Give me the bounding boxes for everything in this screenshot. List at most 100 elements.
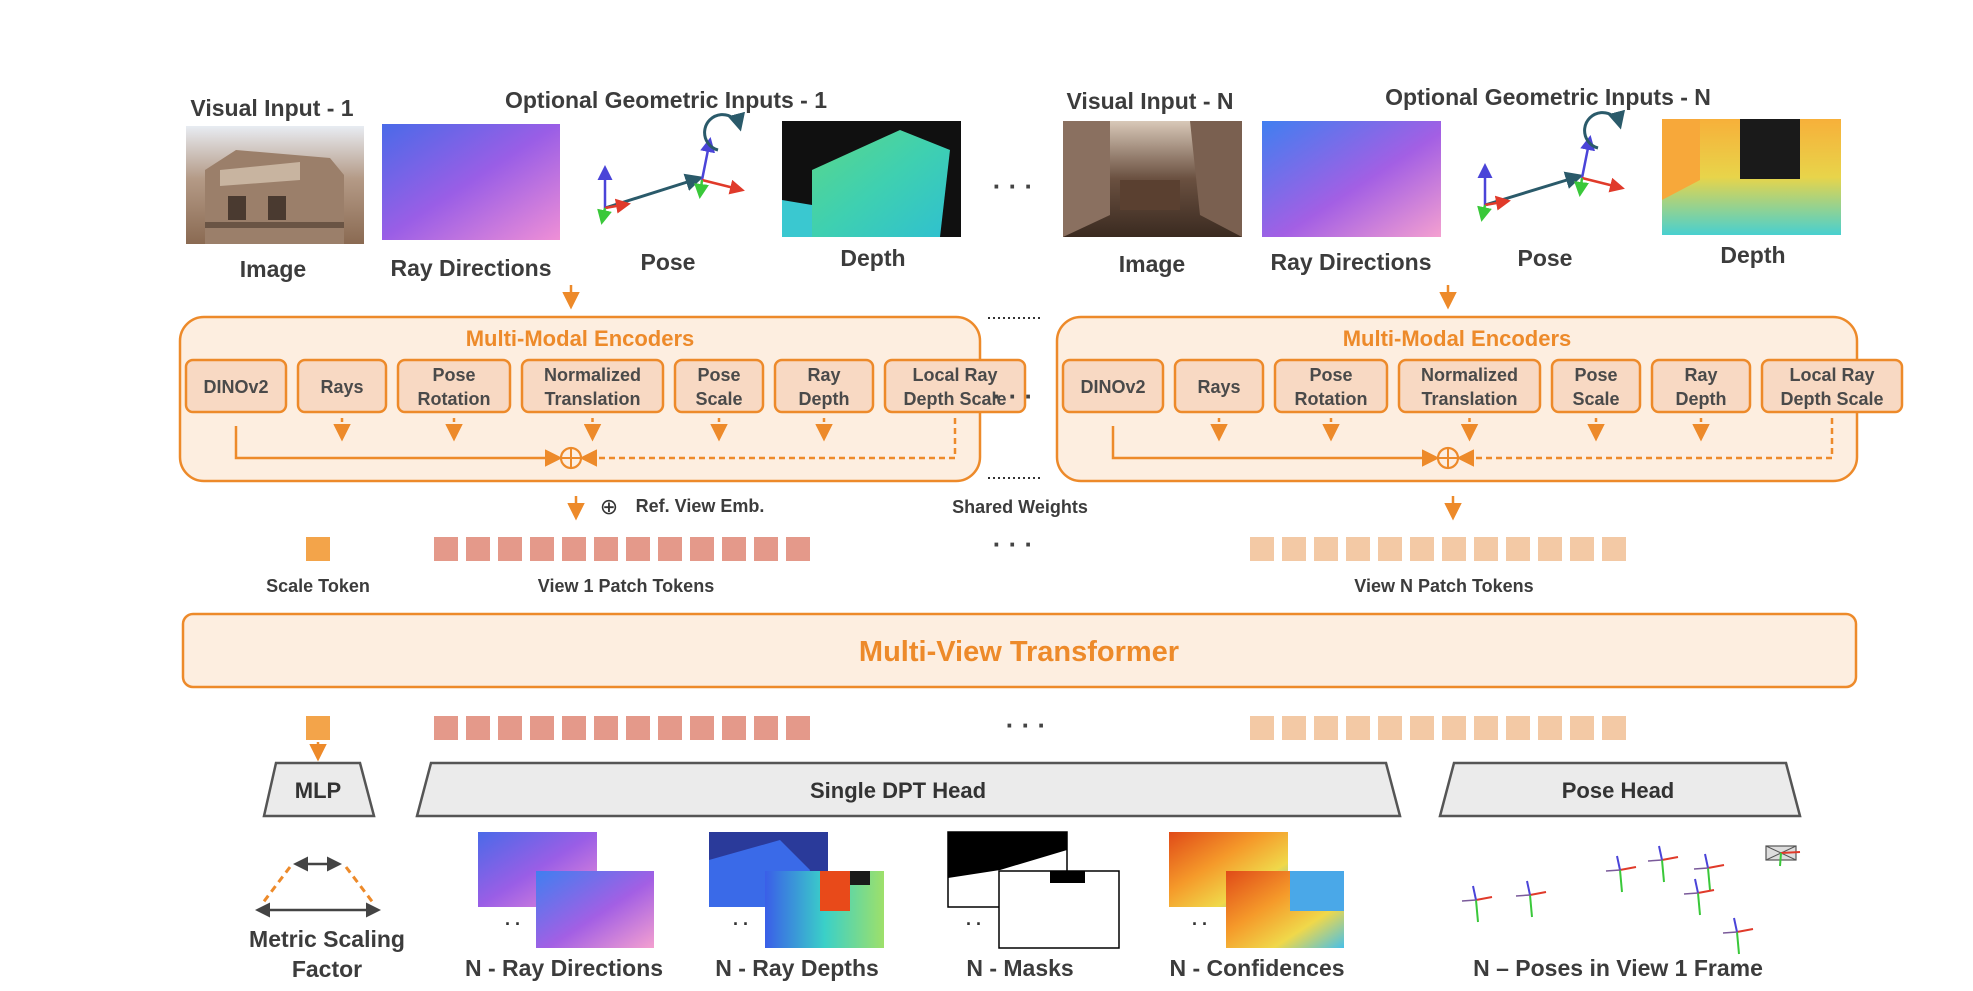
encoder-module-label-3-b-vn: Rotation [1295, 389, 1368, 409]
view1-token-out-1 [434, 716, 458, 740]
encoder-module-2-vn [1173, 358, 1265, 414]
pose-frame-1 [1461, 885, 1493, 923]
viewN-patch-tokens-label: View N Patch Tokens [1354, 576, 1533, 596]
camera-frustum-icon [1765, 845, 1801, 867]
ray-directions-stack-dots: . . [505, 909, 520, 929]
view1-token-out-6 [594, 716, 618, 740]
viewN-token-2 [1282, 537, 1306, 561]
metric-scaling-label-line1: Metric Scaling [249, 926, 405, 952]
encoder-module-label-7-a-vn: Local Ray [1789, 365, 1874, 385]
encoder-module-3-v1 [396, 358, 512, 414]
viewN-token-9 [1506, 537, 1530, 561]
visual-input-n-label: Visual Input - N [1067, 88, 1234, 114]
view1-token-3 [498, 537, 522, 561]
shared-weights-label: Shared Weights [952, 497, 1088, 517]
view1-token-out-12 [786, 716, 810, 740]
scale-token-label: Scale Token [266, 576, 370, 596]
output-masks: . . [947, 831, 1120, 949]
view1-token-out-4 [530, 716, 554, 740]
input-ray-directions-n [1262, 121, 1441, 237]
encoder-module-6-v1 [773, 358, 875, 414]
views-ellipsis-encoders: · · · [993, 381, 1033, 411]
encoder-module-4-v1 [520, 358, 665, 414]
viewN-token-3 [1314, 537, 1338, 561]
view1-patch-tokens-out [434, 716, 810, 740]
encoder-module-label-6-b-vn: Depth [1676, 389, 1727, 409]
multi-modal-encoders-1: Multi-Modal Encoders DINOv2 Rays Pose Rotat… [178, 315, 1027, 483]
encoder-module-label-2-v1: Rays [320, 377, 363, 397]
pose-label-1: Pose [641, 249, 696, 275]
viewN-token-11 [1570, 537, 1594, 561]
encoder-module-6-vn [1650, 358, 1752, 414]
viewN-token-out-2 [1282, 716, 1306, 740]
masks-stack-dots: . . [966, 909, 981, 929]
views-ellipsis-output-tokens: · · · [1006, 710, 1046, 740]
ray-directions-label-n: Ray Directions [1270, 249, 1431, 275]
viewN-token-5 [1378, 537, 1402, 561]
input-depth-1 [782, 121, 961, 237]
encoder-module-label-6-b-v1: Depth [799, 389, 850, 409]
encoder-module-label-7-a-v1: Local Ray [912, 365, 997, 385]
encoders-title-n: Multi-Modal Encoders [1343, 326, 1572, 351]
encoder-module-label-6-a-vn: Ray [1684, 365, 1717, 385]
view1-token-11 [754, 537, 778, 561]
image-label-1: Image [240, 256, 306, 282]
view1-token-out-3 [498, 716, 522, 740]
n-confidences-label: N - Confidences [1169, 955, 1344, 981]
view1-token-out-9 [690, 716, 714, 740]
encoder-module-3-vn [1273, 358, 1389, 414]
view1-token-out-8 [658, 716, 682, 740]
confidences-stack-dots: . . [1192, 909, 1207, 929]
encoder-module-label-5-a-vn: Pose [1574, 365, 1617, 385]
ref-view-emb-plus-icon: ⊕ [600, 494, 618, 519]
input-image-1 [186, 126, 364, 244]
multi-view-transformer-label: Multi-View Transformer [859, 636, 1179, 668]
pose-frame-2 [1515, 880, 1547, 918]
encoder-module-5-vn [1550, 358, 1642, 414]
viewN-token-out-10 [1538, 716, 1562, 740]
metric-scaling-icon [255, 856, 381, 918]
views-ellipsis-top: · · · [993, 171, 1033, 201]
view1-token-10 [722, 537, 746, 561]
ref-view-emb-label: Ref. View Emb. [636, 496, 765, 516]
pose-label-n: Pose [1518, 245, 1573, 271]
view1-token-12 [786, 537, 810, 561]
viewN-token-out-4 [1346, 716, 1370, 740]
viewN-token-6 [1410, 537, 1434, 561]
n-ray-directions-label: N - Ray Directions [465, 955, 663, 981]
viewN-token-out-9 [1506, 716, 1530, 740]
output-ray-directions: . . [478, 832, 654, 948]
dpt-head: Single DPT Head [415, 761, 1402, 818]
view1-token-5 [562, 537, 586, 561]
dpt-head-label: Single DPT Head [810, 778, 986, 803]
viewN-patch-tokens-out [1250, 716, 1626, 740]
visual-input-1-label: Visual Input - 1 [190, 95, 353, 121]
pose-head: Pose Head [1438, 761, 1802, 818]
input-pose-n-icon [1477, 109, 1625, 222]
pose-frame-7 [1722, 917, 1754, 955]
encoder-module-1-v1 [184, 358, 288, 414]
encoder-module-label-7-b-vn: Depth Scale [1780, 389, 1883, 409]
view1-token-8 [658, 537, 682, 561]
viewN-token-out-11 [1570, 716, 1594, 740]
encoder-module-7-vn [1760, 358, 1904, 414]
view1-token-6 [594, 537, 618, 561]
encoders-title-1: Multi-Modal Encoders [466, 326, 695, 351]
ray-depths-stack-dots: . . [733, 909, 748, 929]
encoder-module-label-5-b-vn: Scale [1572, 389, 1619, 409]
input-pose-1-icon [597, 111, 745, 225]
metric-scaling-label-line2: Factor [292, 956, 362, 982]
output-poses-icon [1461, 845, 1801, 955]
encoder-module-label-5-b-v1: Scale [695, 389, 742, 409]
view1-token-9 [690, 537, 714, 561]
depth-label-1: Depth [840, 245, 905, 271]
views-ellipsis-tokens: · · · [993, 529, 1033, 559]
view1-token-4 [530, 537, 554, 561]
viewN-token-10 [1538, 537, 1562, 561]
pose-frame-5 [1693, 853, 1725, 891]
pose-frame-3 [1605, 855, 1637, 893]
n-poses-label: N – Poses in View 1 Frame [1473, 955, 1763, 981]
viewN-token-out-12 [1602, 716, 1626, 740]
encoder-module-label-1-vn: DINOv2 [1080, 377, 1145, 397]
